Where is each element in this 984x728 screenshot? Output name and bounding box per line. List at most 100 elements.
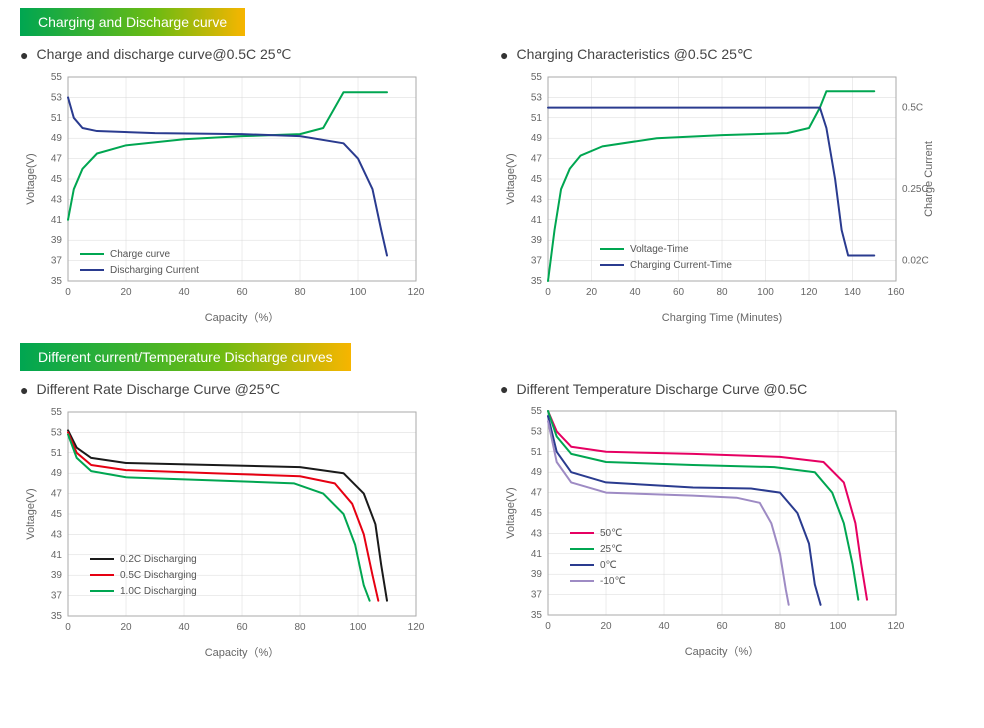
svg-text:37: 37 xyxy=(531,256,543,267)
svg-text:47: 47 xyxy=(51,489,63,500)
svg-text:100: 100 xyxy=(350,622,367,633)
svg-text:37: 37 xyxy=(51,256,63,267)
svg-text:55: 55 xyxy=(531,406,543,417)
svg-text:55: 55 xyxy=(531,72,543,83)
chart2-title: ● Charging Characteristics @0.5C 25℃ xyxy=(500,46,940,63)
svg-text:47: 47 xyxy=(51,154,63,165)
svg-text:100: 100 xyxy=(757,287,774,298)
charts-row-2: ● Different Rate Discharge Curve @25℃ 35… xyxy=(20,381,964,664)
svg-text:100: 100 xyxy=(350,287,367,298)
svg-text:53: 53 xyxy=(531,92,543,103)
svg-text:39: 39 xyxy=(51,235,63,246)
svg-text:35: 35 xyxy=(531,276,543,287)
svg-text:20: 20 xyxy=(600,621,612,632)
bullet-icon: ● xyxy=(20,47,28,63)
svg-text:55: 55 xyxy=(51,72,63,83)
svg-text:41: 41 xyxy=(51,215,63,226)
chart2-title-text: Charging Characteristics @0.5C 25℃ xyxy=(516,46,752,63)
svg-text:Capacity（%）: Capacity（%） xyxy=(685,645,760,658)
svg-text:35: 35 xyxy=(531,610,543,621)
svg-text:47: 47 xyxy=(531,488,543,499)
svg-text:Voltage-Time: Voltage-Time xyxy=(630,244,689,255)
svg-text:80: 80 xyxy=(294,622,306,633)
svg-text:20: 20 xyxy=(120,287,132,298)
svg-text:0.02C: 0.02C xyxy=(902,256,929,267)
svg-text:43: 43 xyxy=(531,194,543,205)
svg-text:60: 60 xyxy=(716,621,728,632)
svg-text:80: 80 xyxy=(774,621,786,632)
svg-text:41: 41 xyxy=(51,550,63,561)
svg-text:39: 39 xyxy=(531,569,543,580)
svg-text:25℃: 25℃ xyxy=(600,544,622,555)
svg-text:Discharging Current: Discharging Current xyxy=(110,265,199,276)
svg-text:80: 80 xyxy=(294,287,306,298)
svg-text:55: 55 xyxy=(51,407,63,418)
chart2-container: ● Charging Characteristics @0.5C 25℃ 35 3… xyxy=(500,46,940,329)
chart4-title: ● Different Temperature Discharge Curve … xyxy=(500,381,940,397)
chart3-container: ● Different Rate Discharge Curve @25℃ 35… xyxy=(20,381,460,664)
svg-text:40: 40 xyxy=(178,287,190,298)
svg-text:120: 120 xyxy=(408,622,425,633)
svg-text:50℃: 50℃ xyxy=(600,528,622,539)
svg-text:Voltage(V): Voltage(V) xyxy=(505,487,517,538)
section-header-2: Different current/Temperature Discharge … xyxy=(20,343,351,371)
chart2-svg: 3537394143454749515355020406080100120140… xyxy=(500,69,940,329)
svg-text:35: 35 xyxy=(51,276,63,287)
svg-text:51: 51 xyxy=(531,447,543,458)
svg-text:60: 60 xyxy=(673,287,685,298)
svg-text:80: 80 xyxy=(716,287,728,298)
svg-text:40: 40 xyxy=(658,621,670,632)
svg-text:49: 49 xyxy=(51,468,63,479)
svg-text:37: 37 xyxy=(531,590,543,601)
svg-text:0℃: 0℃ xyxy=(600,560,617,571)
svg-text:Charging Time (Minutes): Charging Time (Minutes) xyxy=(662,312,782,324)
svg-text:0: 0 xyxy=(545,287,551,298)
svg-text:53: 53 xyxy=(51,92,63,103)
svg-text:Capacity（%）: Capacity（%） xyxy=(205,646,280,659)
svg-text:43: 43 xyxy=(531,528,543,539)
charts-row-1: ● Charge and discharge curve@0.5C 25℃ 35… xyxy=(20,46,964,329)
svg-text:160: 160 xyxy=(888,287,905,298)
svg-text:40: 40 xyxy=(629,287,641,298)
svg-text:120: 120 xyxy=(801,287,818,298)
svg-text:41: 41 xyxy=(531,215,543,226)
svg-text:41: 41 xyxy=(531,549,543,560)
svg-text:47: 47 xyxy=(531,154,543,165)
svg-text:Voltage(V): Voltage(V) xyxy=(25,153,37,204)
svg-text:35: 35 xyxy=(51,611,63,622)
svg-text:45: 45 xyxy=(531,508,543,519)
svg-text:60: 60 xyxy=(236,287,248,298)
svg-text:51: 51 xyxy=(531,113,543,124)
svg-text:37: 37 xyxy=(51,591,63,602)
svg-text:Charge curve: Charge curve xyxy=(110,249,170,260)
chart4-container: ● Different Temperature Discharge Curve … xyxy=(500,381,940,664)
svg-text:0.5C Discharging: 0.5C Discharging xyxy=(120,570,197,581)
chart3-title-text: Different Rate Discharge Curve @25℃ xyxy=(36,381,280,398)
svg-text:43: 43 xyxy=(51,194,63,205)
svg-text:0.2C Discharging: 0.2C Discharging xyxy=(120,554,197,565)
svg-text:1.0C Discharging: 1.0C Discharging xyxy=(120,586,197,597)
bullet-icon: ● xyxy=(20,382,28,398)
svg-text:45: 45 xyxy=(51,174,63,185)
svg-text:40: 40 xyxy=(178,622,190,633)
chart3-svg: 3537394143454749515355020406080100120Cap… xyxy=(20,404,460,664)
svg-text:49: 49 xyxy=(531,133,543,144)
svg-text:45: 45 xyxy=(51,509,63,520)
svg-text:0: 0 xyxy=(545,621,551,632)
svg-text:20: 20 xyxy=(586,287,598,298)
svg-text:45: 45 xyxy=(531,174,543,185)
svg-text:0.5C: 0.5C xyxy=(902,103,923,114)
svg-text:53: 53 xyxy=(531,426,543,437)
svg-text:Charge Current: Charge Current xyxy=(923,141,935,217)
svg-text:53: 53 xyxy=(51,427,63,438)
svg-text:49: 49 xyxy=(531,467,543,478)
chart1-title: ● Charge and discharge curve@0.5C 25℃ xyxy=(20,46,460,63)
chart4-title-text: Different Temperature Discharge Curve @0… xyxy=(516,381,807,397)
svg-text:20: 20 xyxy=(120,622,132,633)
svg-text:43: 43 xyxy=(51,529,63,540)
svg-text:Voltage(V): Voltage(V) xyxy=(25,488,37,539)
svg-text:Charging Current-Time: Charging Current-Time xyxy=(630,260,732,271)
svg-text:120: 120 xyxy=(888,621,905,632)
svg-text:0: 0 xyxy=(65,622,71,633)
svg-text:0: 0 xyxy=(65,287,71,298)
